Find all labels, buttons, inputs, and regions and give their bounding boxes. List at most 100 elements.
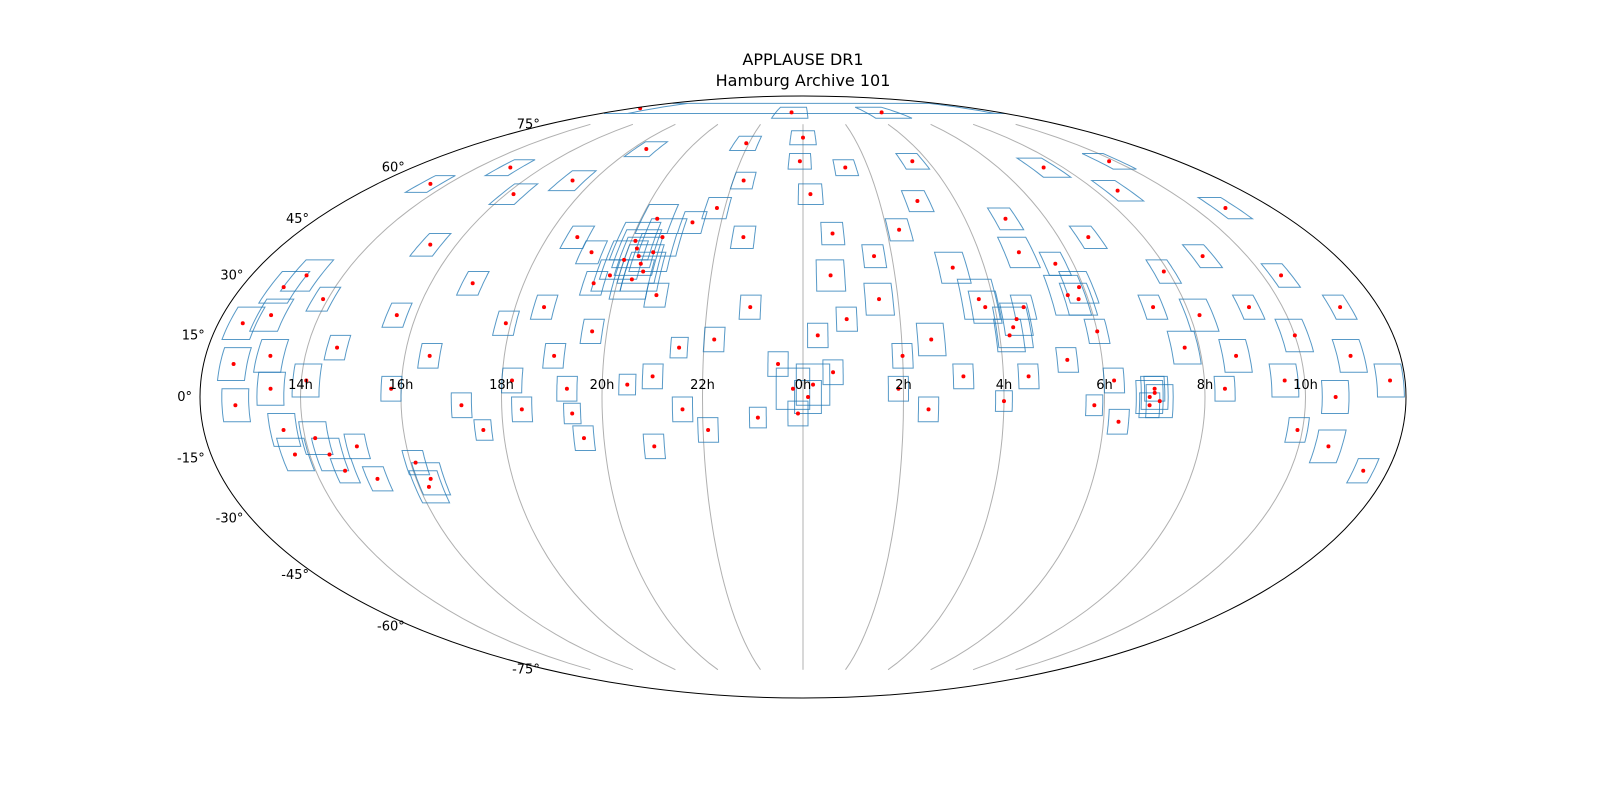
plate-center-point: [327, 452, 332, 457]
plate-center-point: [900, 353, 905, 358]
y-tick-label: -30°: [216, 512, 244, 527]
x-tick-label: 18h: [489, 378, 514, 393]
meridian-gridline: [1015, 123, 1307, 671]
plate-footprint: [956, 278, 1001, 320]
plate-center-point: [625, 382, 630, 387]
plate-footprint: [676, 211, 708, 234]
plate-center-point: [651, 250, 656, 255]
plate-footprint: [611, 229, 663, 269]
plate-footprint: [483, 159, 536, 177]
plate-center-point: [844, 317, 849, 322]
plate-center-point: [354, 444, 359, 449]
plate-center-point: [240, 321, 245, 326]
plate-footprint: [643, 282, 670, 308]
plate-footprint: [891, 343, 914, 369]
plate-center-point: [1151, 305, 1156, 310]
plate-center-point: [1292, 333, 1297, 338]
plate-center-point: [1147, 403, 1152, 408]
plate-center-point: [1295, 427, 1300, 432]
plate-center-point: [801, 135, 805, 140]
plate-footprint: [1083, 318, 1111, 344]
plate-footprint: [1106, 408, 1130, 435]
plate-center-point: [503, 321, 508, 326]
plate-center-point: [1200, 254, 1205, 259]
meridian-gridline: [500, 123, 676, 671]
plate-footprint: [738, 294, 762, 320]
plate-center-point: [304, 378, 309, 383]
plate-footprint: [1017, 363, 1040, 390]
plate-footprint: [310, 437, 350, 472]
plate-center-point: [1152, 386, 1157, 391]
plate-center-point: [1152, 390, 1157, 395]
plate-footprint: [820, 221, 846, 246]
plate-centers: [231, 106, 1393, 489]
plate-footprint: [298, 421, 334, 455]
meridian-gridline: [601, 123, 719, 671]
y-tick-label: -45°: [281, 568, 309, 583]
plate-footprint: [933, 251, 972, 284]
plate-footprint: [616, 244, 665, 284]
plate-center-point: [744, 141, 749, 146]
plate-center-point: [1026, 374, 1031, 379]
plate-center-point: [741, 235, 746, 240]
plate-center-point: [231, 362, 236, 367]
plate-center-point: [712, 337, 717, 342]
plate-center-point: [1116, 419, 1121, 424]
plate-footprint: [994, 390, 1013, 412]
plate-footprint: [578, 271, 609, 296]
plate-center-point: [897, 227, 902, 232]
plate-center-point: [1348, 353, 1353, 358]
plate-footprint: [815, 259, 847, 292]
plate-footprint: [697, 417, 720, 443]
plate-center-point: [690, 220, 695, 225]
plate-footprint: [669, 336, 689, 359]
plate-footprint: [835, 306, 859, 332]
plate-center-point: [375, 476, 380, 481]
plate-footprints: [216, 102, 1405, 504]
plate-center-point: [797, 159, 802, 164]
plate-footprint: [787, 400, 809, 427]
plate-center-point: [790, 386, 795, 391]
plate-footprint: [770, 106, 809, 119]
plate-footprint: [986, 207, 1025, 231]
plate-footprint: [401, 450, 431, 476]
plate-center-point: [789, 110, 794, 115]
plate-center-point: [748, 305, 753, 310]
plate-footprint: [417, 343, 443, 369]
plate-center-point: [1065, 293, 1070, 298]
chart-title: APPLAUSE DR1: [742, 50, 864, 69]
plate-center-point: [552, 353, 557, 358]
plate-center-point: [652, 444, 657, 449]
plate-footprint: [887, 375, 909, 402]
plate-center-point: [1001, 399, 1006, 404]
plate-footprint: [1137, 294, 1169, 320]
plate-center-point: [511, 192, 516, 197]
plate-center-point: [1223, 206, 1228, 211]
plate-center-point: [281, 285, 286, 290]
plate-center-point: [1092, 403, 1097, 408]
y-tick-label: 30°: [220, 268, 243, 283]
meridian-gridline: [972, 123, 1206, 671]
plate-center-point: [776, 362, 781, 367]
meridian-gridline: [701, 124, 761, 670]
plate-footprint: [603, 102, 1005, 114]
plate-center-point: [1077, 285, 1082, 290]
x-tick-label: 10h: [1293, 378, 1318, 393]
plate-footprint: [1081, 153, 1137, 170]
plate-center-point: [413, 460, 418, 465]
plate-footprint: [529, 294, 559, 320]
plate-center-point: [1338, 305, 1343, 310]
plate-center-point: [591, 281, 596, 286]
plate-footprint: [636, 218, 688, 257]
plate-center-point: [428, 181, 433, 186]
plate-center-point: [321, 297, 326, 302]
y-tick-label: 60°: [382, 161, 405, 176]
plate-footprint: [642, 433, 667, 460]
plate-center-point: [1053, 261, 1058, 266]
plate-center-point: [706, 427, 711, 432]
y-tick-label: 45°: [286, 212, 309, 227]
plate-center-point: [910, 159, 915, 164]
plate-footprint: [279, 259, 335, 292]
